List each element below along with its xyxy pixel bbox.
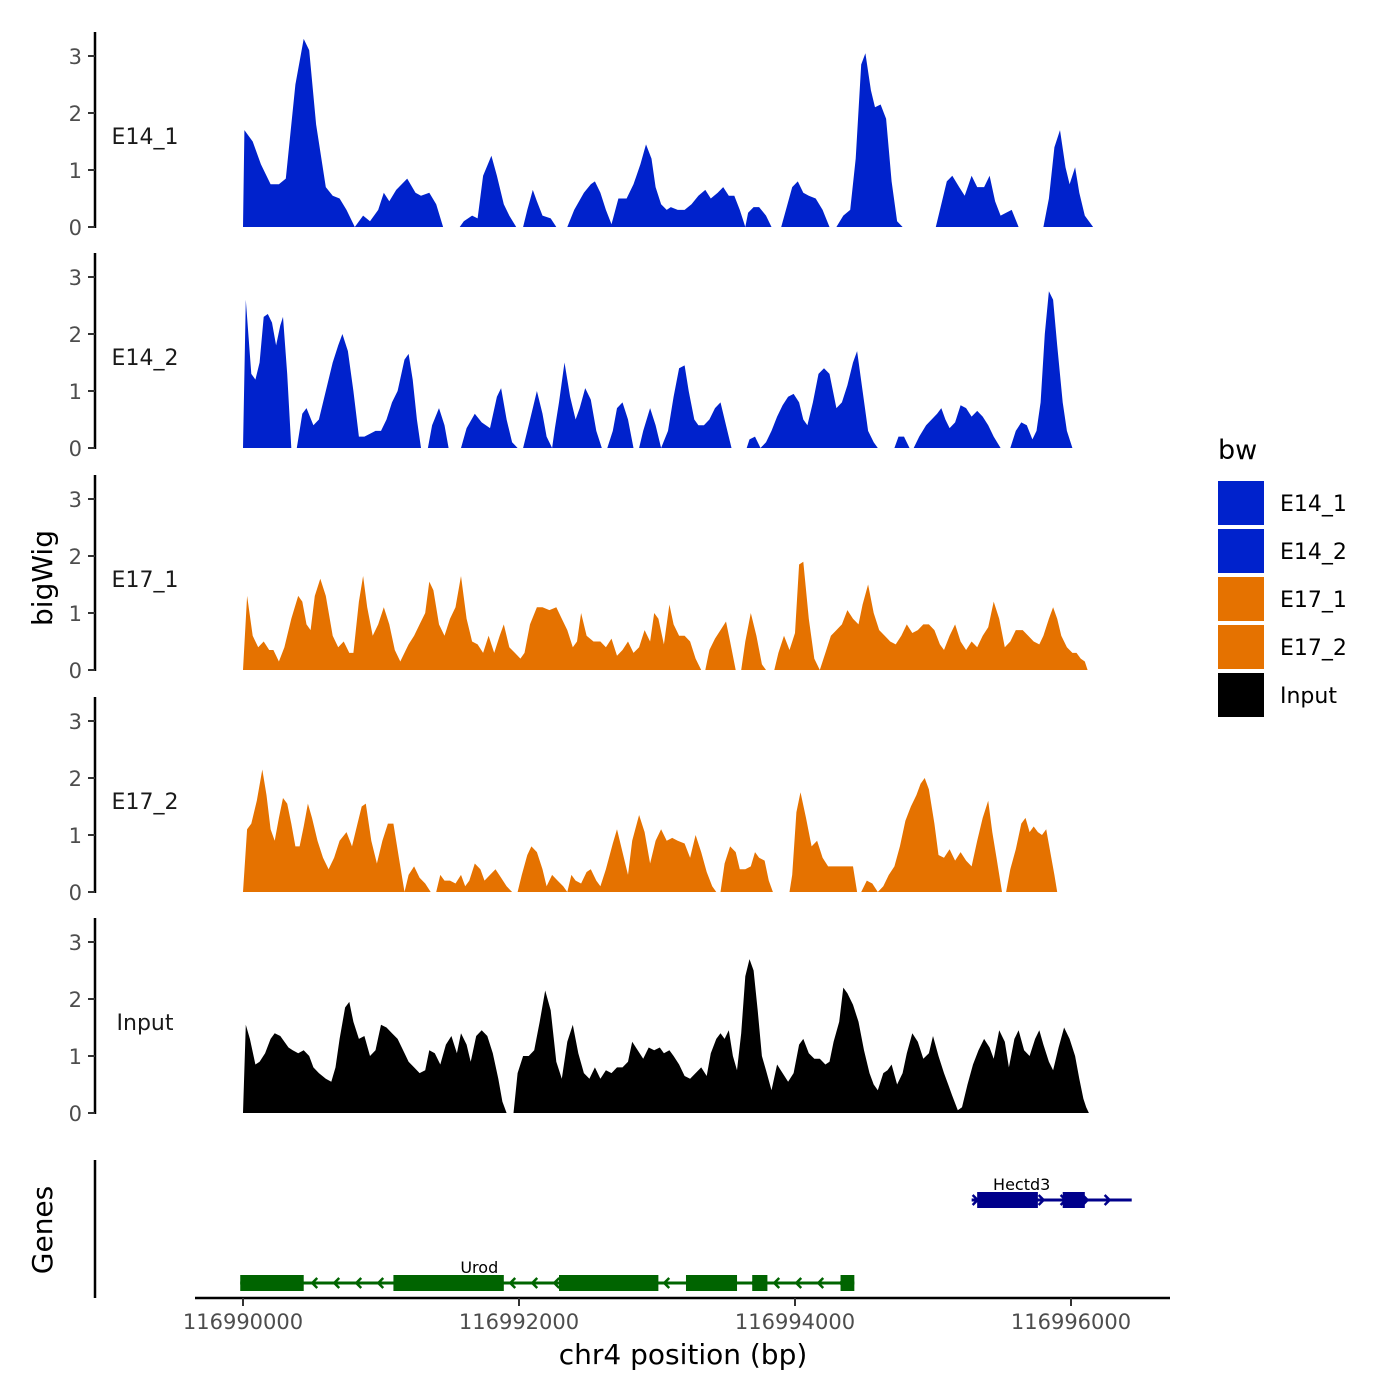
gene-urod: Urod [240, 1258, 855, 1291]
track-label: E17_2 [112, 790, 179, 815]
y-tick-label: 0 [69, 1102, 82, 1126]
y-tick-label: 0 [69, 216, 82, 240]
y-axis-title-genes: Genes [26, 1186, 59, 1274]
legend-swatch [1218, 673, 1264, 717]
gene-exon [559, 1275, 659, 1291]
gene-annotation-track: Hectd3 Urod [93, 1160, 1132, 1298]
strand-arrow [354, 1277, 363, 1289]
x-tick-label: 116994000 [735, 1310, 855, 1334]
y-tick-label: 1 [69, 380, 82, 404]
legend-item-e17_1: E17_1 [1218, 577, 1347, 621]
y-tick-label: 1 [69, 159, 82, 183]
y-tick-label: 2 [69, 102, 82, 126]
y-tick-label: 2 [69, 323, 82, 347]
strand-arrow [332, 1277, 341, 1289]
y-tick-label: 1 [69, 602, 82, 626]
x-axis-title: chr4 position (bp) [559, 1338, 808, 1371]
strand-arrow [662, 1277, 671, 1289]
y-tick-label: 2 [69, 545, 82, 569]
track-panel-e14_1: 0 1 2 3 E14_1 [69, 32, 1094, 240]
gene-exon [685, 1275, 738, 1291]
y-tick-label: 3 [69, 45, 82, 69]
y-tick-label: 1 [69, 1045, 82, 1069]
strand-arrow [552, 1277, 561, 1289]
coverage-area-e14_1 [243, 38, 1094, 228]
track-label: E14_2 [112, 346, 179, 371]
y-tick-label: 3 [69, 488, 82, 512]
y-tick-label: 3 [69, 710, 82, 734]
strand-arrow [530, 1277, 539, 1289]
strand-arrow [310, 1277, 319, 1289]
x-tick-label: 116992000 [459, 1310, 579, 1334]
y-tick-label: 3 [69, 931, 82, 955]
x-tick-label: 116990000 [183, 1310, 303, 1334]
y-tick-label: 1 [69, 824, 82, 848]
y-tick-label: 2 [69, 988, 82, 1012]
x-tick-label: 116996000 [1011, 1310, 1131, 1334]
y-tick-label: 0 [69, 659, 82, 683]
legend-title: bw [1218, 435, 1257, 466]
track-label: Input [117, 1011, 174, 1036]
coverage-area-e14_2 [243, 291, 1073, 448]
strand-arrow [1037, 1194, 1046, 1206]
gene-exon [240, 1275, 304, 1291]
gene-hectd3: Hectd3 [971, 1175, 1132, 1208]
legend-label: E14_2 [1280, 540, 1347, 565]
legend-swatch [1218, 577, 1264, 621]
coverage-area-input [243, 959, 1089, 1113]
coverage-area-e17_1 [243, 561, 1088, 670]
strand-arrow [772, 1277, 781, 1289]
legend-item-e14_2: E14_2 [1218, 529, 1347, 573]
strand-arrow [816, 1277, 825, 1289]
gene-exon [393, 1275, 504, 1291]
legend-item-e14_1: E14_1 [1218, 481, 1347, 525]
gene-exon [752, 1275, 768, 1291]
legend: bw E14_1 E14_2 E17_1 E17_2 Input [1218, 435, 1347, 717]
x-axis: 116990000 116992000 116994000 116996000 [183, 1296, 1170, 1334]
legend-label: E14_1 [1280, 492, 1347, 517]
track-panel-e17_1: 0 1 2 3 E17_1 [69, 475, 1088, 683]
gene-exon [840, 1275, 855, 1291]
gene-exon [1062, 1192, 1085, 1208]
legend-label: E17_1 [1280, 588, 1347, 613]
legend-swatch [1218, 625, 1264, 669]
gene-exon [977, 1192, 1038, 1208]
gene-name-label: Hectd3 [993, 1175, 1050, 1194]
strand-arrow [794, 1277, 803, 1289]
legend-label: Input [1280, 684, 1337, 709]
legend-swatch [1218, 529, 1264, 573]
track-panel-e14_2: 0 1 2 3 E14_2 [69, 253, 1073, 461]
bigwig-tracks: 0 1 2 3 E14_1 0 1 2 3 E14_2 0 1 2 3 E17_1 0 1 2 3 E17_2 0 1 2 3… [69, 32, 1094, 1126]
legend-item-input: Input [1218, 673, 1337, 717]
gene-name-label: Urod [460, 1258, 498, 1277]
legend-swatch [1218, 481, 1264, 525]
y-tick-label: 3 [69, 266, 82, 290]
coverage-area-e17_2 [243, 769, 1058, 892]
y-tick-label: 0 [69, 437, 82, 461]
y-axis-title-bigwig: bigWig [26, 530, 59, 626]
legend-label: E17_2 [1280, 636, 1347, 661]
strand-arrow [376, 1277, 385, 1289]
strand-arrow [508, 1277, 517, 1289]
track-label: E14_1 [112, 125, 179, 150]
track-panel-e17_2: 0 1 2 3 E17_2 [69, 697, 1058, 905]
track-label: E17_1 [112, 568, 179, 593]
strand-arrow [1103, 1194, 1112, 1206]
y-tick-label: 2 [69, 767, 82, 791]
y-tick-label: 0 [69, 881, 82, 905]
legend-item-e17_2: E17_2 [1218, 625, 1347, 669]
track-panel-input: 0 1 2 3 Input [69, 918, 1089, 1126]
